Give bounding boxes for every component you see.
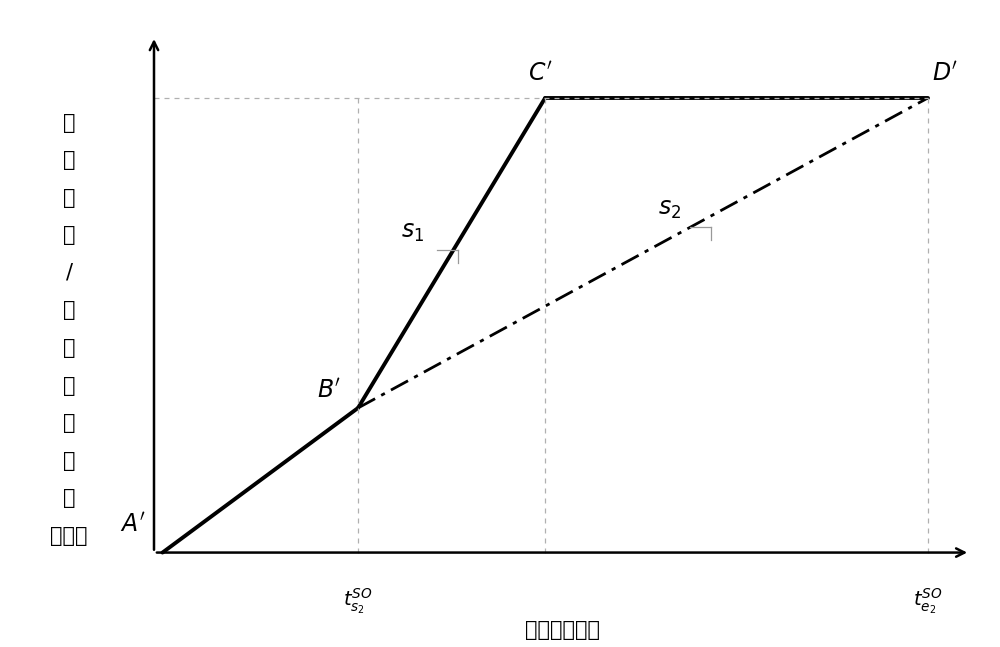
Text: 辆: 辆: [63, 451, 75, 471]
Text: 时间（小时）: 时间（小时）: [524, 620, 600, 640]
Text: $D'$: $D'$: [932, 61, 958, 85]
Text: 数: 数: [63, 488, 75, 509]
Text: 离: 离: [63, 300, 75, 320]
Text: $s_2$: $s_2$: [658, 197, 681, 221]
Text: $s_1$: $s_1$: [401, 221, 424, 245]
Text: 达: 达: [63, 225, 75, 245]
Text: $t^{SO}_{e_2}$: $t^{SO}_{e_2}$: [913, 586, 942, 616]
Text: 积: 积: [63, 150, 75, 170]
Text: 到: 到: [63, 188, 75, 208]
Text: （辆）: （辆）: [50, 526, 88, 546]
Text: $A'$: $A'$: [120, 513, 146, 537]
Text: $C'$: $C'$: [528, 61, 553, 85]
Text: $t^{SO}_{s_2}$: $t^{SO}_{s_2}$: [343, 586, 373, 616]
Text: /: /: [66, 263, 72, 283]
Text: 车: 车: [63, 413, 75, 433]
Text: 累: 累: [63, 113, 75, 133]
Text: 开: 开: [63, 338, 75, 358]
Text: 的: 的: [63, 376, 75, 396]
Text: $B'$: $B'$: [317, 379, 341, 403]
